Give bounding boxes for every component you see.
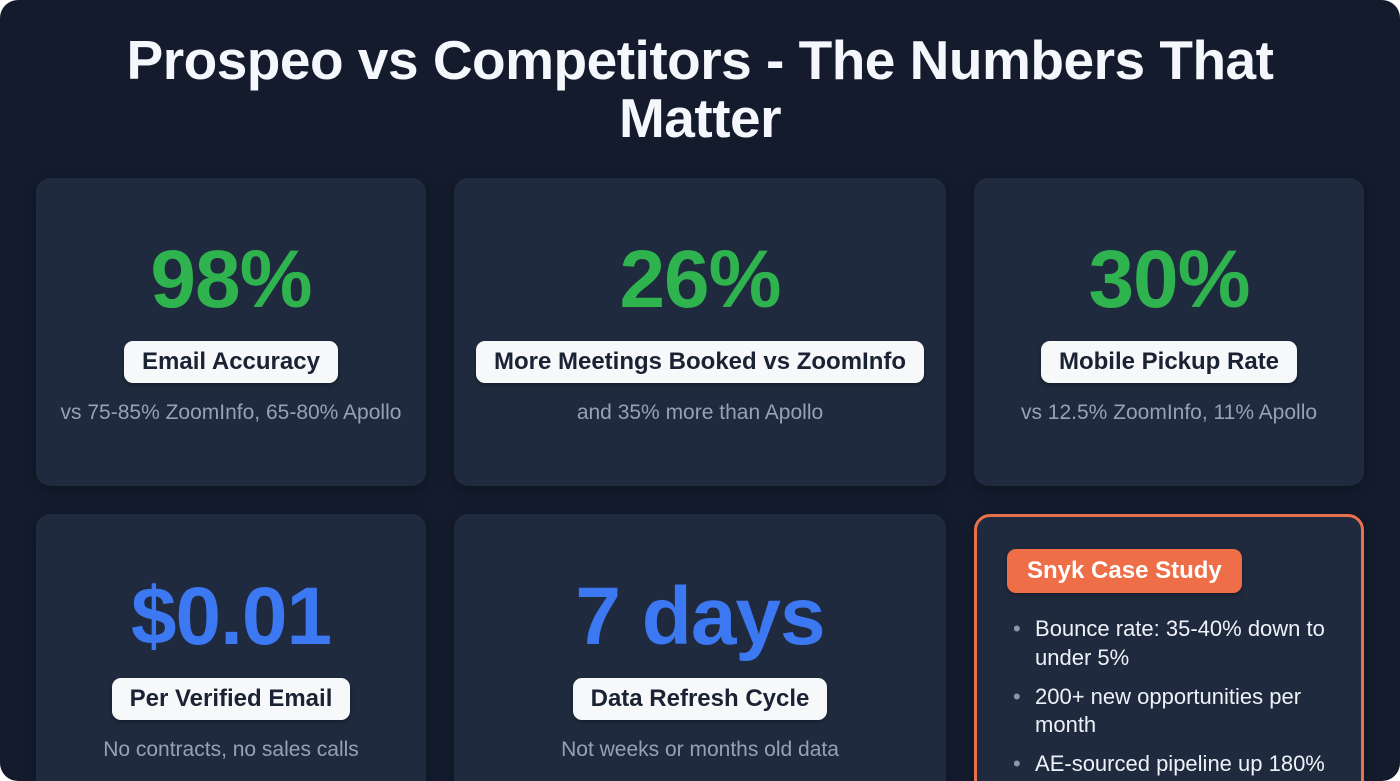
- stat-note: and 35% more than Apollo: [576, 400, 824, 424]
- stat-label-badge: Per Verified Email: [111, 677, 351, 720]
- page-title: Prospeo vs Competitors - The Numbers Tha…: [126, 29, 1274, 149]
- stat-label-badge: Data Refresh Cycle: [572, 677, 828, 720]
- stat-value: $0.01: [130, 570, 332, 662]
- stat-value: 98%: [150, 233, 312, 325]
- stat-value: 30%: [1088, 233, 1250, 325]
- stat-card-meetings-booked: 26% More Meetings Booked vs ZoomInfo and…: [453, 177, 947, 487]
- case-study-item: Bounce rate: 35-40% down to under 5%: [1007, 615, 1331, 672]
- case-study-card: Snyk Case Study Bounce rate: 35-40% down…: [974, 514, 1364, 781]
- case-study-item: 200+ new opportunities per month: [1007, 683, 1331, 740]
- case-study-item: AE-sourced pipeline up 180%: [1007, 750, 1331, 779]
- stat-note: vs 75-85% ZoomInfo, 65-80% Apollo: [60, 400, 402, 424]
- stat-label-badge: Mobile Pickup Rate: [1040, 340, 1298, 383]
- stat-value: 26%: [619, 233, 781, 325]
- stat-card-email-accuracy: 98% Email Accuracy vs 75-85% ZoomInfo, 6…: [36, 177, 426, 487]
- stat-note: vs 12.5% ZoomInfo, 11% Apollo: [1020, 400, 1318, 424]
- stat-note: Not weeks or months old data: [561, 737, 839, 761]
- stat-note: No contracts, no sales calls: [103, 737, 359, 761]
- stat-value: 7 days: [575, 570, 825, 662]
- stat-card-data-refresh: 7 days Data Refresh Cycle Not weeks or m…: [453, 514, 947, 781]
- case-study-badge: Snyk Case Study: [1007, 549, 1242, 594]
- stats-grid: 98% Email Accuracy vs 75-85% ZoomInfo, 6…: [0, 177, 1400, 781]
- stat-label-badge: More Meetings Booked vs ZoomInfo: [475, 340, 925, 383]
- stat-card-price-per-email: $0.01 Per Verified Email No contracts, n…: [36, 514, 426, 781]
- case-study-list: Bounce rate: 35-40% down to under 5% 200…: [1007, 615, 1331, 781]
- stat-label-badge: Email Accuracy: [124, 340, 338, 383]
- stat-card-mobile-pickup: 30% Mobile Pickup Rate vs 12.5% ZoomInfo…: [974, 177, 1364, 487]
